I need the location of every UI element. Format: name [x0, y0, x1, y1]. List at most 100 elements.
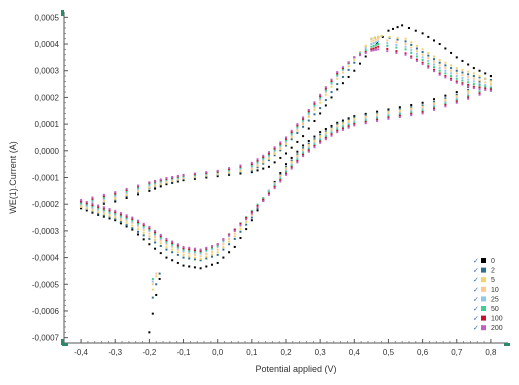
data-point — [151, 280, 154, 283]
data-point — [285, 171, 287, 174]
data-point — [478, 82, 481, 85]
data-point — [433, 100, 435, 103]
data-point — [222, 240, 225, 243]
checkmark-icon[interactable]: ✓ — [473, 286, 479, 294]
checkmark-icon[interactable]: ✓ — [473, 295, 479, 303]
y-axis-scroll-handle-bottom[interactable] — [61, 339, 64, 345]
data-point — [347, 118, 350, 121]
data-point — [267, 153, 270, 156]
data-point — [489, 85, 492, 88]
data-point — [330, 132, 333, 135]
data-point — [415, 47, 418, 50]
data-point — [404, 43, 407, 46]
data-point — [279, 172, 282, 175]
data-point — [193, 172, 196, 175]
series-100 — [80, 45, 492, 252]
data-point — [410, 41, 413, 44]
data-point — [176, 247, 179, 250]
legend-item-5[interactable]: ✓ 5 — [473, 276, 495, 284]
data-point — [444, 99, 447, 102]
data-point — [250, 209, 253, 212]
data-point — [176, 245, 179, 248]
data-point — [472, 80, 475, 83]
data-point — [444, 103, 447, 106]
data-point — [347, 124, 350, 126]
data-point — [290, 159, 293, 162]
data-point — [364, 118, 367, 121]
legend-item-0[interactable]: ✓ 0 — [473, 257, 495, 265]
data-point — [250, 161, 253, 164]
data-point — [372, 42, 375, 45]
data-point — [102, 197, 105, 200]
checkmark-icon[interactable]: ✓ — [473, 267, 479, 275]
data-point — [193, 256, 196, 259]
x-tick-label: 0,1 — [246, 348, 258, 357]
data-point — [302, 147, 305, 150]
data-point — [455, 56, 458, 59]
data-point — [165, 256, 168, 259]
data-point — [359, 62, 361, 65]
data-point — [233, 232, 236, 235]
checkmark-icon[interactable]: ✓ — [473, 305, 479, 313]
legend-item-200[interactable]: ✓ 200 — [473, 324, 503, 332]
data-point — [131, 219, 134, 222]
legend-item-25[interactable]: ✓ 25 — [473, 295, 499, 303]
data-point — [427, 57, 430, 60]
data-point — [330, 79, 333, 82]
y-tick-label: -0,0001 — [32, 174, 60, 183]
data-point — [404, 53, 407, 56]
legend-item-50[interactable]: ✓ 50 — [473, 305, 499, 313]
x-axis-scroll-handle-left[interactable] — [62, 343, 68, 346]
data-point — [142, 231, 145, 234]
data-point — [211, 248, 213, 251]
data-point — [108, 216, 111, 219]
data-point — [347, 122, 350, 125]
legend-item-100[interactable]: ✓ 100 — [473, 315, 503, 323]
data-point — [137, 189, 139, 192]
data-point — [188, 265, 191, 268]
data-point — [370, 48, 373, 51]
checkmark-icon[interactable]: ✓ — [473, 257, 479, 265]
data-point — [472, 67, 475, 70]
data-point — [319, 141, 322, 144]
data-point — [370, 40, 373, 43]
data-point — [125, 224, 128, 227]
y-axis-scroll-handle-top[interactable] — [61, 10, 64, 16]
data-point — [80, 204, 83, 207]
data-point — [125, 215, 128, 218]
checkmark-icon[interactable]: ✓ — [473, 315, 479, 323]
checkmark-icon[interactable]: ✓ — [473, 276, 479, 284]
data-point — [151, 296, 154, 299]
data-point — [171, 251, 174, 254]
legend-item-10[interactable]: ✓ 10 — [473, 286, 499, 294]
data-point — [239, 224, 242, 227]
data-point — [188, 255, 191, 258]
checkmark-icon[interactable]: ✓ — [473, 324, 479, 332]
data-point — [114, 211, 117, 214]
data-point — [444, 61, 447, 64]
data-point — [119, 214, 122, 217]
data-point — [80, 205, 83, 208]
data-point — [91, 209, 94, 212]
legend-item-2[interactable]: ✓ 2 — [473, 267, 495, 275]
data-point — [444, 94, 447, 97]
data-point — [341, 126, 344, 129]
legend[interactable]: ✓ 0 ✓ 2✓ 5 ✓ 10✓ 25 ✓ 50 ✓ 100✓ 200 — [473, 257, 503, 332]
data-point — [233, 228, 236, 231]
data-point — [250, 219, 253, 222]
data-point — [114, 216, 117, 219]
data-point — [148, 229, 151, 232]
data-point — [267, 157, 270, 160]
legend-swatch — [481, 286, 486, 292]
data-point — [119, 216, 122, 219]
data-point — [114, 212, 117, 215]
data-point — [313, 102, 316, 105]
data-point — [433, 104, 435, 107]
data-point — [119, 212, 122, 215]
data-point — [324, 136, 327, 139]
data-point — [313, 139, 316, 142]
data-point — [262, 156, 265, 159]
x-axis-scroll-handle-right[interactable] — [504, 343, 510, 346]
data-point — [395, 41, 398, 44]
